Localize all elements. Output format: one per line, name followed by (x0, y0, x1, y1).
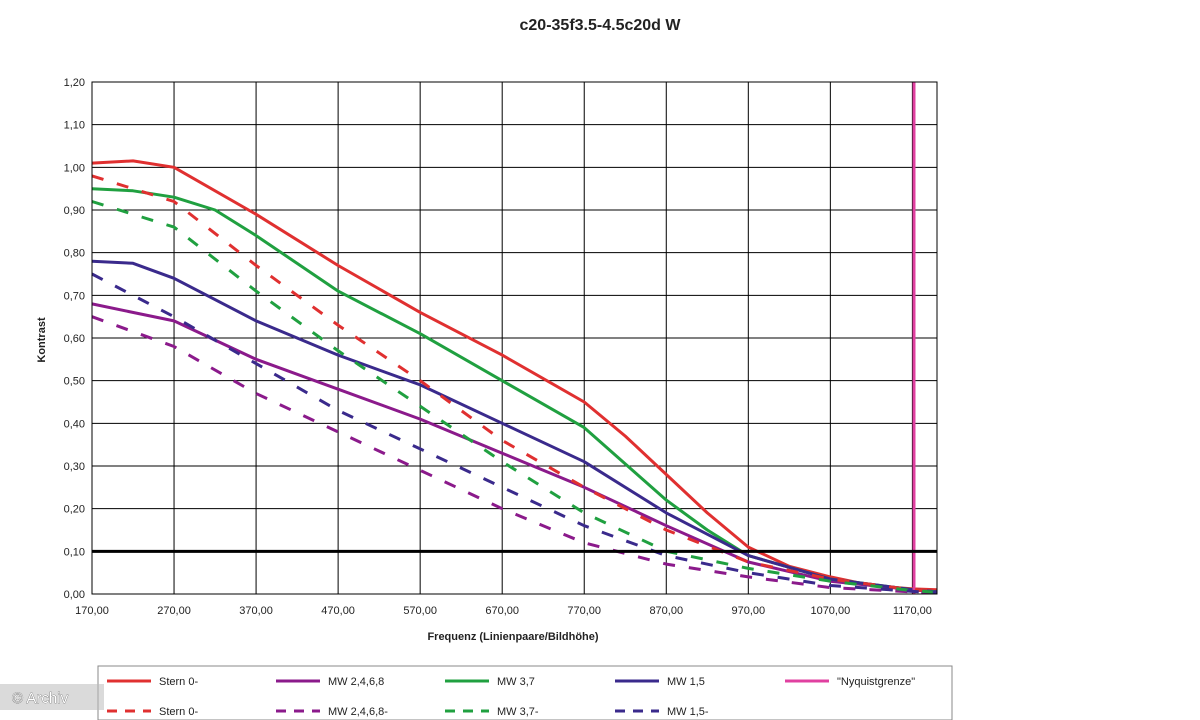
x-tick-label: 670,00 (485, 605, 519, 617)
legend: Stern 0- MW 2,4,6,8 MW 3,7 MW 1,5 "Nyquistgr… (107, 676, 915, 718)
x-tick-label: 870,00 (649, 605, 683, 617)
x-tick-label: 270,00 (157, 605, 191, 617)
y-tick-label: 0,20 (64, 504, 85, 516)
legend-label: MW 1,5- (667, 706, 709, 718)
y-tick-label: 1,00 (64, 162, 85, 174)
legend-label: "Nyquistgrenze" (837, 676, 915, 688)
legend-label: Stern 0- (159, 676, 198, 688)
series-line-3 (91, 187, 938, 594)
legend-label: MW 2,4,6,8 (328, 676, 384, 688)
legend-label: MW 3,7- (497, 706, 539, 718)
legend-label: MW 1,5 (667, 676, 705, 688)
y-axis-label: Kontrast (36, 317, 48, 363)
y-tick-label: 0,70 (64, 290, 85, 302)
legend-label: MW 2,4,6,8- (328, 706, 388, 718)
legend-label: Stern 0- (159, 706, 198, 718)
y-tick-label: 0,00 (64, 589, 85, 601)
grid (91, 81, 937, 595)
y-tick-label: 0,90 (64, 205, 85, 217)
series-line-7 (91, 315, 938, 595)
series-line-4 (91, 259, 938, 594)
series-group (91, 82, 938, 595)
x-tick-label: 170,00 (75, 605, 109, 617)
x-tick-label: 770,00 (567, 605, 601, 617)
x-tick-label: 1170,00 (893, 605, 932, 617)
series-line-8 (91, 200, 938, 594)
y-tick-label: 0,30 (64, 461, 85, 473)
x-tick-label: 570,00 (403, 605, 437, 617)
x-tick-label: 970,00 (731, 605, 765, 617)
series-line-1 (91, 159, 938, 592)
y-tick-label: 1,10 (64, 120, 85, 132)
x-tick-label: 370,00 (239, 605, 273, 617)
x-tick-labels: 170,00 270,00 370,00 470,00 570,00 670,00 770,… (75, 605, 932, 617)
y-tick-label: 0,40 (64, 418, 85, 430)
x-tick-label: 1070,00 (810, 605, 850, 617)
watermark-background (0, 684, 104, 710)
series-line-9 (91, 272, 938, 595)
y-tick-label: 0,80 (64, 248, 85, 260)
y-tick-label: 1,20 (64, 77, 85, 89)
chart-title: c20-35f3.5-4.5c20d W (520, 17, 682, 34)
x-tick-label: 470,00 (321, 605, 355, 617)
y-tick-labels: 0,00 0,10 0,20 0,30 0,40 0,50 0,60 0,70 0,80 0,90… (64, 77, 85, 601)
legend-label: MW 3,7 (497, 676, 535, 688)
x-axis-label: Frequenz (Linienpaare/Bildhöhe) (427, 631, 598, 643)
legend-box (97, 665, 953, 720)
watermark: © Archiv (12, 690, 69, 707)
y-tick-label: 0,60 (64, 333, 85, 345)
plot-area-frame (91, 81, 938, 595)
series-line-2 (91, 302, 938, 594)
y-tick-label: 0,10 (64, 546, 85, 558)
series-line-6 (91, 174, 938, 594)
y-tick-label: 0,50 (64, 376, 85, 388)
